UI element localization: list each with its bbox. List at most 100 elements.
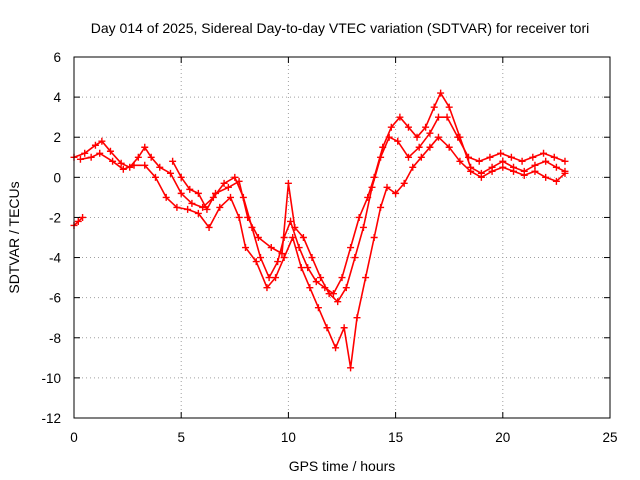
- data-point: [437, 89, 445, 97]
- data-point: [284, 179, 292, 187]
- data-point: [317, 274, 325, 282]
- data-point: [456, 157, 464, 165]
- data-point: [561, 169, 569, 177]
- data-point: [203, 205, 211, 213]
- data-point: [177, 189, 185, 197]
- data-point: [263, 284, 271, 292]
- data-point: [445, 143, 453, 151]
- data-point: [355, 213, 363, 221]
- data-point: [353, 314, 361, 322]
- data-point: [162, 193, 170, 201]
- data-point: [278, 250, 286, 258]
- data-point: [244, 213, 252, 221]
- data-point: [76, 155, 84, 163]
- data-point: [400, 179, 408, 187]
- data-point: [177, 173, 185, 181]
- x-axis-label: GPS time / hours: [289, 458, 396, 474]
- data-point: [520, 171, 528, 179]
- data-point: [542, 173, 550, 181]
- y-tick-label: 4: [53, 90, 61, 105]
- y-tick-label: -2: [49, 210, 61, 225]
- data-point: [265, 274, 273, 282]
- data-point: [295, 244, 303, 252]
- data-point: [119, 165, 127, 173]
- data-point: [134, 153, 142, 161]
- y-tick-label: 6: [53, 50, 61, 65]
- data-point: [267, 244, 275, 252]
- x-tick-labels: 0 5 10 15 20 25: [70, 430, 617, 445]
- data-point: [242, 244, 250, 252]
- data-point: [340, 324, 348, 332]
- data-point: [413, 133, 421, 141]
- x-tick-label: 25: [602, 430, 617, 445]
- data-point: [445, 103, 453, 111]
- data-point: [297, 264, 305, 272]
- data-point: [188, 199, 196, 207]
- data-point: [385, 133, 393, 141]
- data-point: [141, 143, 149, 151]
- data-point: [227, 193, 235, 201]
- data-point: [404, 123, 412, 131]
- data-point: [464, 153, 472, 161]
- series-line: [80, 136, 566, 369]
- series-trace-b: [76, 133, 569, 372]
- data-point: [518, 157, 526, 165]
- y-tick-label: -6: [49, 291, 61, 306]
- x-tick-label: 0: [70, 430, 78, 445]
- data-series: [70, 89, 569, 372]
- data-point: [362, 274, 370, 282]
- data-point: [130, 161, 138, 169]
- data-point: [510, 167, 518, 175]
- data-point: [467, 167, 475, 175]
- data-point: [216, 203, 224, 211]
- data-point: [430, 103, 438, 111]
- data-point: [254, 234, 262, 241]
- data-point: [106, 147, 114, 155]
- y-tick-label: 2: [53, 130, 61, 145]
- data-point: [475, 157, 483, 165]
- data-point: [109, 157, 117, 165]
- data-point: [529, 153, 537, 161]
- y-tick-label: -12: [41, 411, 61, 426]
- data-point: [507, 153, 515, 161]
- data-point: [368, 183, 376, 191]
- data-point: [169, 157, 177, 165]
- data-point: [220, 179, 228, 187]
- series-trace-a: [70, 89, 569, 298]
- y-tick-label: -8: [49, 331, 61, 346]
- data-point: [87, 153, 95, 161]
- data-point: [141, 161, 149, 169]
- data-point: [147, 153, 155, 161]
- data-point: [252, 258, 260, 266]
- data-point: [392, 189, 400, 197]
- data-point: [499, 157, 507, 165]
- data-point: [98, 137, 106, 145]
- data-point: [426, 129, 434, 137]
- data-point: [151, 173, 159, 181]
- data-point: [323, 324, 331, 332]
- series-trace-d: [169, 113, 569, 306]
- data-point: [550, 153, 558, 161]
- data-point: [79, 213, 87, 221]
- data-point: [280, 254, 288, 262]
- data-point: [422, 123, 430, 131]
- data-point: [224, 183, 232, 191]
- x-tick-label: 20: [495, 430, 510, 445]
- data-point: [454, 133, 462, 141]
- data-point: [404, 153, 412, 161]
- data-point: [531, 167, 539, 175]
- data-point: [291, 223, 299, 231]
- data-point: [272, 274, 280, 282]
- data-point: [417, 153, 425, 161]
- data-point: [194, 209, 202, 217]
- data-point: [383, 183, 391, 191]
- data-point: [347, 244, 355, 252]
- data-point: [387, 123, 395, 131]
- data-point: [166, 169, 174, 177]
- data-point: [409, 163, 417, 171]
- data-point: [542, 157, 550, 165]
- data-point: [231, 173, 239, 181]
- data-point: [540, 149, 548, 157]
- data-point: [561, 157, 569, 165]
- data-point: [308, 254, 316, 262]
